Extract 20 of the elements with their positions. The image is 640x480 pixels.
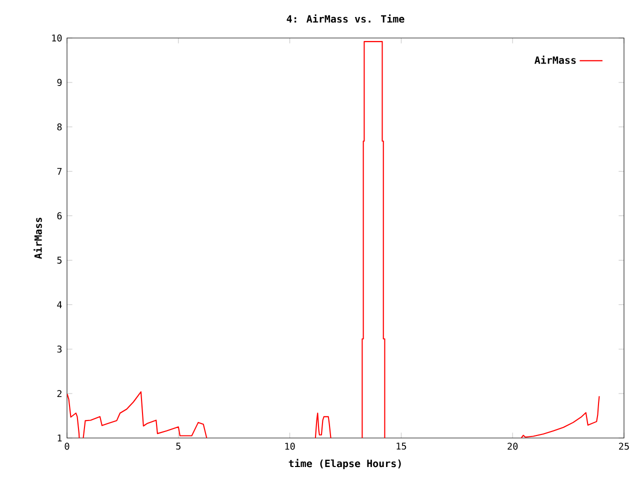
chart-title: 4: AirMass vs. Time (286, 14, 404, 23)
y-tick-label: 10 (52, 34, 62, 42)
legend-label: AirMass (534, 56, 576, 64)
x-tick-label: 0 (64, 442, 70, 450)
y-tick-label: 5 (57, 256, 62, 264)
y-tick-label: 1 (58, 434, 62, 442)
y-tick-label: 7 (57, 168, 62, 175)
x-tick-label: 25 (619, 442, 629, 450)
y-axis-title: AirMass (34, 218, 42, 259)
x-tick-label: 5 (176, 442, 180, 450)
y-tick-label: 3 (57, 346, 62, 353)
y-tick-label: 6 (57, 212, 62, 220)
y-tick-label: 2 (57, 390, 62, 398)
x-tick-label: 20 (508, 442, 518, 450)
x-tick-label: 10 (285, 442, 295, 450)
y-tick-label: 9 (57, 78, 62, 86)
y-tick-label: 8 (57, 123, 62, 130)
x-tick-label: 15 (396, 442, 406, 450)
y-tick-label: 4 (57, 301, 62, 308)
x-axis-title: time (Elapse Hours) (288, 458, 401, 470)
